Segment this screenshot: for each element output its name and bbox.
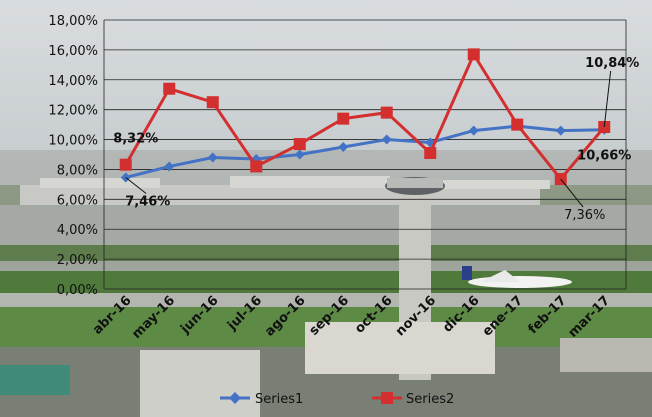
y-tick-label: 0,00%: [57, 283, 98, 298]
y-tick-label: 10,00%: [48, 134, 98, 149]
y-axis: 0,00% 2,00% 4,00% 6,00% 8,00% 10,00% 12,00% 14,…: [48, 14, 98, 298]
gridlines: [103, 19, 627, 290]
data-point: [164, 161, 175, 172]
data-point: [468, 125, 479, 136]
y-tick-label: 4,00%: [57, 223, 98, 238]
leader-line: [603, 70, 612, 128]
series-line-1: [125, 124, 605, 179]
data-label: 10,84%: [585, 56, 639, 71]
legend-label-series2: Series2: [406, 392, 454, 407]
data-point: [293, 138, 306, 151]
data-point: [294, 149, 305, 160]
data-point: [598, 121, 611, 134]
y-tick-label: 8,00%: [57, 163, 98, 178]
y-tick-label: 14,00%: [48, 74, 98, 89]
legend-label-series1: Series1: [255, 392, 303, 407]
data-point: [424, 147, 437, 160]
data-point: [381, 134, 392, 145]
data-point: [119, 158, 132, 171]
data-point: [250, 160, 263, 173]
data-point: [467, 48, 480, 61]
leader-line: [125, 177, 147, 194]
y-tick-label: 16,00%: [48, 44, 98, 59]
y-tick-label: 6,00%: [57, 193, 98, 208]
data-point: [207, 152, 218, 163]
data-point: [337, 112, 350, 125]
series-layer: [119, 48, 611, 186]
data-point: [511, 118, 524, 131]
series-2: [119, 48, 611, 186]
legend-item-series2: Series2: [372, 392, 454, 407]
legend-item-series1: Series1: [220, 392, 303, 407]
leader-line: [560, 178, 584, 208]
data-point: [338, 142, 349, 153]
data-labels: 8,32% 7,46% 7,36% 10,84% 10,66%: [113, 56, 639, 223]
y-tick-label: 2,00%: [57, 253, 98, 268]
legend: Series1 Series2: [220, 392, 454, 407]
data-label: 7,36%: [564, 208, 605, 223]
series-1: [120, 121, 610, 183]
data-point: [163, 82, 176, 95]
y-tick-label: 12,00%: [48, 104, 98, 119]
data-point: [555, 125, 566, 136]
data-label: 7,46%: [125, 195, 170, 210]
data-point: [206, 96, 219, 109]
y-tick-label: 18,00%: [48, 14, 98, 29]
series-line-2: [124, 52, 606, 181]
data-point: [380, 106, 393, 119]
data-label: 10,66%: [577, 149, 631, 164]
data-label: 8,32%: [113, 132, 158, 147]
